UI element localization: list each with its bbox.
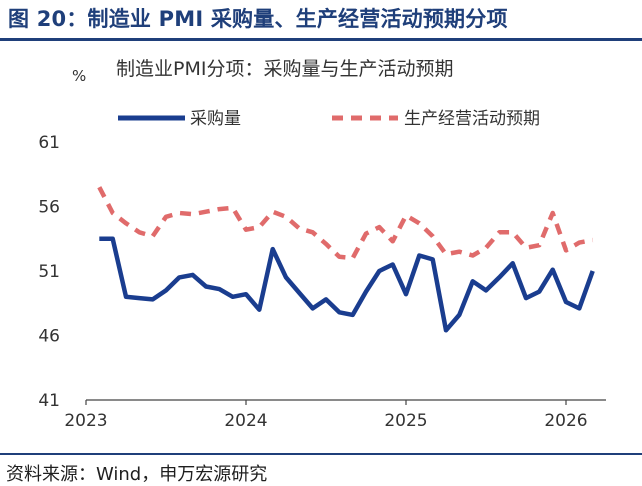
- figure-header: 图 20：制造业 PMI 采购量、生产经营活动预期分项: [0, 0, 642, 41]
- header-divider: [0, 38, 642, 41]
- y-axis-unit-label: %: [72, 67, 86, 85]
- legend-label-purchase: 采购量: [190, 109, 241, 129]
- series-line-expectation: [97, 186, 594, 261]
- y-axis-ticks: 41 46 51 56 61: [38, 133, 60, 411]
- y-tick-label: 46: [38, 327, 60, 347]
- y-tick-label: 41: [38, 391, 60, 411]
- y-tick-label: 51: [38, 262, 60, 282]
- series-layer: [97, 186, 595, 333]
- x-tick-label: 2024: [224, 411, 267, 431]
- y-tick-label: 56: [38, 198, 60, 218]
- x-tick-label: 2026: [544, 411, 587, 431]
- x-tick-label: 2023: [64, 411, 107, 431]
- line-chart: % 制造业PMI分项：采购量与生产活动预期 采购量 生产经营活动预期 41 46 5…: [38, 58, 606, 431]
- footer-divider: [0, 453, 642, 455]
- legend-label-expectation: 生产经营活动预期: [404, 109, 540, 129]
- legend: 采购量 生产经营活动预期: [118, 109, 540, 129]
- x-tick-label: 2025: [384, 411, 427, 431]
- series-line-purchase: [99, 236, 595, 333]
- figure-title: 图 20：制造业 PMI 采购量、生产经营活动预期分项: [8, 7, 508, 31]
- y-tick-label: 61: [38, 133, 60, 153]
- source-note: 资料来源：Wind，申万宏源研究: [6, 464, 268, 485]
- x-axis-ticks: 2023 2024 2025 2026: [64, 400, 588, 431]
- chart-title: 制造业PMI分项：采购量与生产活动预期: [116, 58, 453, 80]
